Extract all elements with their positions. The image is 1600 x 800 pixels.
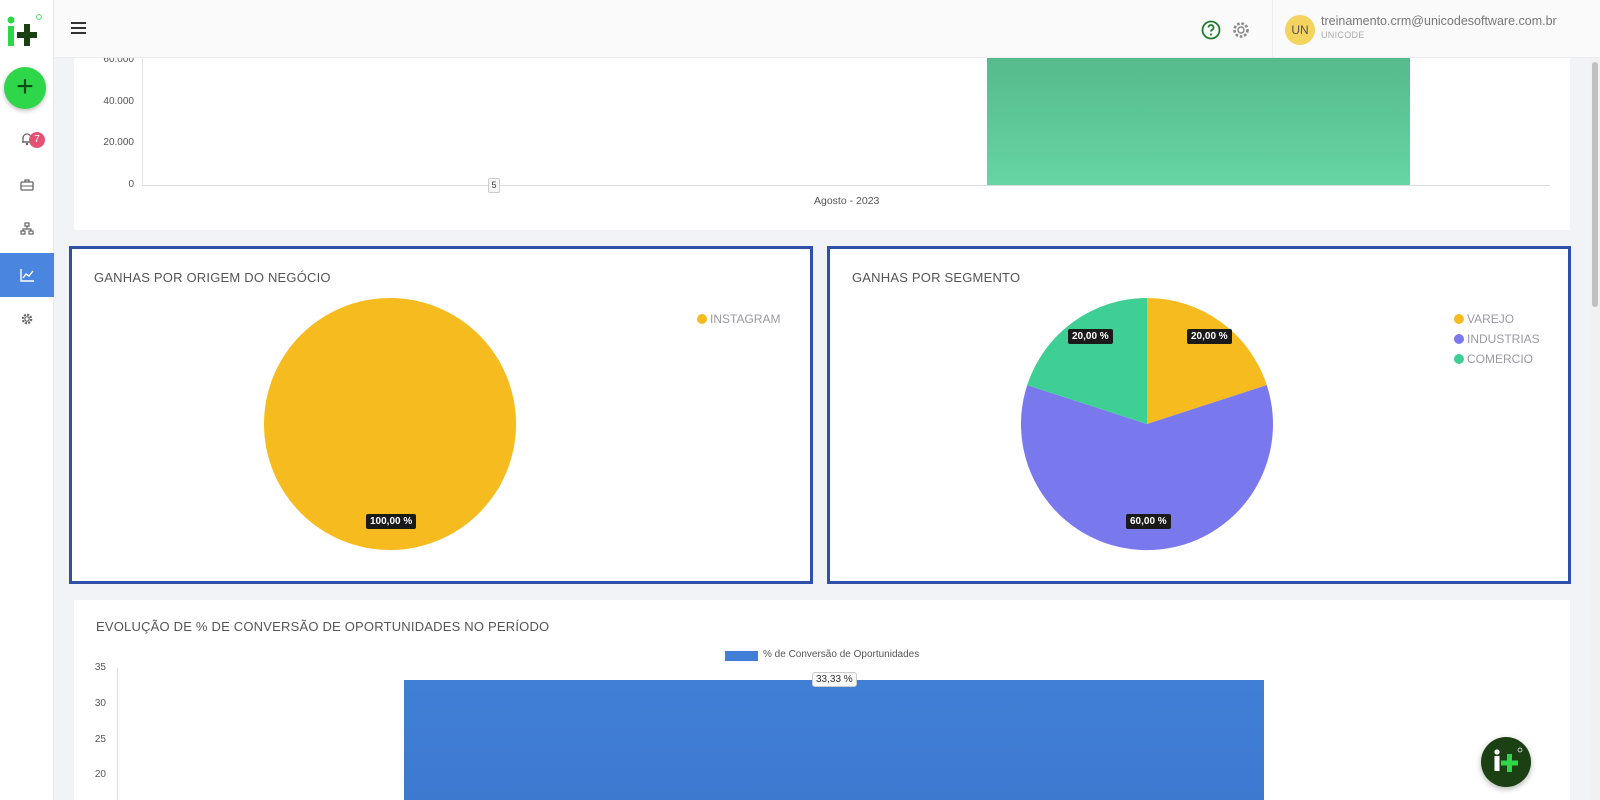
sidebar-item-settings[interactable] <box>0 297 54 341</box>
pie-slice-comercio[interactable] <box>1027 298 1147 424</box>
y-tick-label: 20 <box>94 769 106 780</box>
y-tick-label: 35 <box>94 662 106 673</box>
add-button[interactable]: + <box>4 67 46 109</box>
y-tick-label: 20.000 <box>103 137 134 148</box>
pie-slice-varejo[interactable] <box>1147 298 1267 424</box>
user-menu[interactable]: UN treinamento.crm@unicodesoftware.com.b… <box>1272 0 1600 58</box>
iplus-logo-icon[interactable] <box>1481 737 1531 787</box>
legend-marker <box>1454 334 1464 344</box>
sidebar-item-deals[interactable] <box>0 163 54 207</box>
x-tick-label: Agosto - 2023 <box>814 195 880 207</box>
conversion-chart-card: EVOLUÇÃO DE % DE CONVERSÃO DE OPORTUNIDA… <box>74 600 1570 800</box>
pie-data-label: 100,00 % <box>366 514 417 529</box>
briefcase-icon <box>20 179 34 191</box>
pie-data-label: 60,00 % <box>1126 514 1171 529</box>
segment-pie-chart <box>1021 298 1273 551</box>
gear-icon <box>21 313 33 325</box>
y-tick-label: 0 <box>128 179 134 190</box>
y-axis <box>117 668 118 800</box>
sidebar-item-reports[interactable] <box>0 253 54 297</box>
user-email: treinamento.crm@unicodesoftware.com.br <box>1321 14 1557 28</box>
y-tick-label: 30 <box>94 698 106 709</box>
card-title: GANHAS POR ORIGEM DO NEGÓCIO <box>94 270 331 285</box>
legend-marker <box>1454 354 1464 364</box>
notification-badge: 7 <box>29 132 45 148</box>
iplus-logo-icon[interactable] <box>6 14 42 50</box>
chart-bar[interactable] <box>404 680 1264 800</box>
plus-icon: + <box>16 70 34 103</box>
legend-label: COMERCIO <box>1467 352 1533 366</box>
legend-label: % de Conversão de Oportunidades <box>763 649 920 660</box>
segment-chart-card: GANHAS POR SEGMENTO 20,00 % 60,00 % 20,0… <box>827 246 1571 584</box>
y-tick-label: 40.000 <box>103 96 134 107</box>
legend-item[interactable]: VAREJO <box>1454 312 1514 326</box>
y-axis <box>142 58 143 186</box>
y-tick-label: 60.000 <box>103 54 134 65</box>
gear-icon[interactable] <box>1231 20 1251 40</box>
y-tick-label: 25 <box>94 734 106 745</box>
chart-line-icon <box>19 269 34 282</box>
page-scrollbar[interactable] <box>1590 0 1600 800</box>
legend-item[interactable]: INSTAGRAM <box>697 312 780 326</box>
help-circle-icon[interactable] <box>1201 20 1221 40</box>
legend-label: INDUSTRIAS <box>1467 332 1540 346</box>
pie-data-label: 20,00 % <box>1068 329 1113 344</box>
org-chart-icon <box>20 222 34 235</box>
legend-label: VAREJO <box>1467 312 1515 326</box>
hamburger-icon[interactable] <box>70 20 88 36</box>
data-label: 5 <box>488 178 500 193</box>
sidebar-item-structure[interactable] <box>0 207 54 251</box>
legend-item[interactable]: INDUSTRIAS <box>1454 332 1540 346</box>
bar-data-label: 33,33 % <box>812 672 857 687</box>
sidebar-item-notifications[interactable] <box>0 117 54 161</box>
pie-slice-instagram[interactable] <box>264 298 516 550</box>
scrollbar-thumb[interactable] <box>1592 62 1598 307</box>
avatar: UN <box>1285 15 1315 45</box>
x-axis <box>142 185 1550 186</box>
sidebar: + 7 <box>0 0 54 800</box>
origin-chart-card: GANHAS POR ORIGEM DO NEGÓCIO 100,00 % IN… <box>69 246 813 584</box>
card-title: EVOLUÇÃO DE % DE CONVERSÃO DE OPORTUNIDA… <box>96 619 550 634</box>
legend-item[interactable]: COMERCIO <box>1454 352 1533 366</box>
top-bar: UN treinamento.crm@unicodesoftware.com.b… <box>54 0 1600 58</box>
legend-marker[interactable] <box>725 651 758 661</box>
pie-slice-industrias[interactable] <box>1021 385 1273 551</box>
pie-data-label: 20,00 % <box>1187 329 1232 344</box>
origin-pie-chart <box>264 298 516 550</box>
card-title: GANHAS POR SEGMENTO <box>852 270 1021 285</box>
chart-bar[interactable] <box>987 58 1410 185</box>
legend-marker <box>1454 314 1464 324</box>
user-organization: UNICODE <box>1321 30 1365 40</box>
legend-label: INSTAGRAM <box>710 312 781 326</box>
legend-marker <box>697 314 707 324</box>
